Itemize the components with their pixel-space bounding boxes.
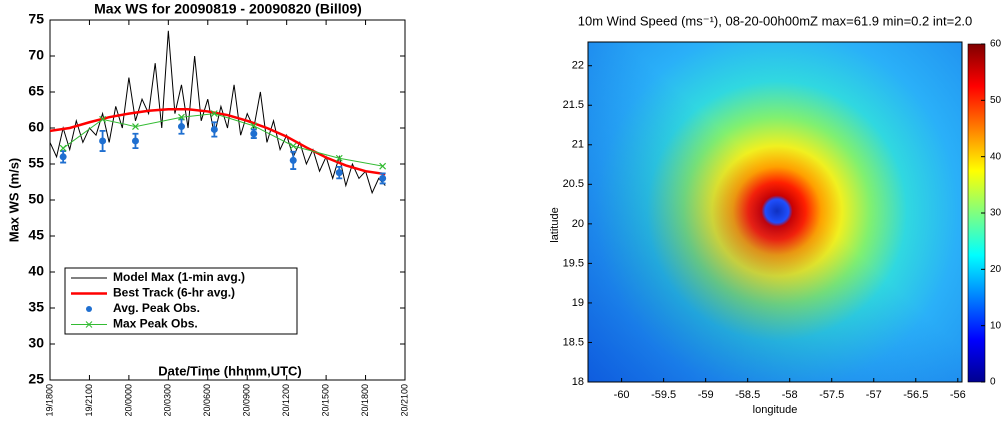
obs-point xyxy=(99,137,107,145)
y-tick-label: 35 xyxy=(28,299,44,315)
obs-point xyxy=(250,130,258,138)
obs-marker xyxy=(59,144,67,152)
obs-point xyxy=(131,137,139,145)
wind-field-shade xyxy=(588,42,962,382)
y-tick-label: 18.5 xyxy=(563,336,584,348)
colorbar-tick-label: 30 xyxy=(990,208,1002,219)
x-tick-label: 20/0000 xyxy=(123,384,133,417)
legend-marker xyxy=(86,306,92,312)
obs-marker xyxy=(379,162,387,170)
x-tick-label: -59.5 xyxy=(651,389,676,401)
legend-label: Avg. Peak Obs. xyxy=(113,301,200,315)
colorbar-tick-label: 0 xyxy=(990,377,996,388)
legend-marker xyxy=(85,321,93,328)
x-tick-label: 20/1200 xyxy=(281,384,291,417)
legend-box xyxy=(64,267,298,335)
x-tick-label: -57 xyxy=(866,389,882,401)
obs-point xyxy=(335,169,343,177)
obs-marker xyxy=(250,122,258,130)
x-axis-label: longitude xyxy=(753,404,798,416)
y-tick-label: 55 xyxy=(28,155,44,171)
x-tick-label: 20/1800 xyxy=(360,384,370,417)
y-tick-label: 45 xyxy=(28,227,44,243)
chart-title: 10m Wind Speed (ms⁻¹), 08-20-00h00mZ max… xyxy=(578,13,973,28)
x-axis-label: Date/Time (hhmm,UTC) xyxy=(158,363,302,378)
y-tick-label: 65 xyxy=(28,83,44,99)
y-tick-label: 60 xyxy=(28,119,44,135)
x-tick-label: 19/1800 xyxy=(44,384,54,417)
obs-marker xyxy=(335,154,343,162)
obs-point xyxy=(210,125,218,133)
y-tick-label: 19.5 xyxy=(563,257,584,269)
legend-label: Best Track (6-hr avg.) xyxy=(113,286,235,300)
obs-point xyxy=(379,174,387,182)
y-axis-label: latitude xyxy=(549,207,561,242)
obs-marker xyxy=(132,123,139,130)
y-tick-label: 25 xyxy=(28,371,44,387)
x-tick-label: -59 xyxy=(698,389,714,401)
y-tick-label: 18 xyxy=(572,376,584,388)
x-tick-label: -58 xyxy=(782,389,798,401)
y-tick-label: 50 xyxy=(28,191,44,207)
y-tick-label: 20.5 xyxy=(563,178,584,190)
y-tick-label: 21.5 xyxy=(563,99,584,111)
colorbar-tick-label: 60 xyxy=(990,39,1002,50)
colorbar-tick-label: 50 xyxy=(990,95,1002,106)
y-tick-label: 75 xyxy=(28,11,44,27)
x-tick-label: 20/0600 xyxy=(202,384,212,417)
series-line xyxy=(62,113,383,167)
x-tick-label: -56 xyxy=(950,389,966,401)
x-tick-label: 20/0900 xyxy=(242,384,252,417)
obs-marker xyxy=(99,115,107,123)
obs-point xyxy=(289,156,297,164)
x-tick-label: 19/2100 xyxy=(84,384,94,417)
legend-label: Model Max (1-min avg.) xyxy=(113,270,245,284)
series-line xyxy=(50,108,386,176)
y-tick-label: 40 xyxy=(28,263,44,279)
y-tick-label: 70 xyxy=(28,47,44,63)
x-tick-label: 20/2100 xyxy=(399,384,409,417)
colorbar-tick-label: 10 xyxy=(990,320,1002,331)
plot-area xyxy=(50,30,387,195)
y-tick-label: 30 xyxy=(28,335,44,351)
obs-marker xyxy=(289,142,297,150)
obs-marker xyxy=(210,110,218,118)
y-tick-label: 21 xyxy=(572,139,584,151)
legend-label: Max Peak Obs. xyxy=(113,317,198,331)
x-tick-label: -56.5 xyxy=(903,389,928,401)
obs-point xyxy=(59,153,67,161)
y-tick-label: 22 xyxy=(572,60,584,72)
colorbar-tick-label: 20 xyxy=(990,264,1002,275)
series-line xyxy=(50,30,386,195)
x-tick-label: -57.5 xyxy=(819,389,844,401)
obs-marker xyxy=(178,113,185,121)
y-tick-label: 20 xyxy=(572,218,584,230)
plot-frame xyxy=(587,41,963,383)
x-tick-label: -60 xyxy=(614,389,630,401)
colorbar-tick-label: 40 xyxy=(990,151,1002,162)
x-tick-label: -58.5 xyxy=(735,389,760,401)
y-tick-label: 19 xyxy=(572,297,584,309)
x-tick-label: 20/1500 xyxy=(320,384,330,417)
obs-point xyxy=(177,123,185,131)
chart-title: Max WS for 20090819 - 20090820 (Bill09) xyxy=(94,1,362,17)
y-axis-label: Max WS (m/s) xyxy=(6,158,21,243)
x-tick-label: 20/0300 xyxy=(163,384,173,417)
